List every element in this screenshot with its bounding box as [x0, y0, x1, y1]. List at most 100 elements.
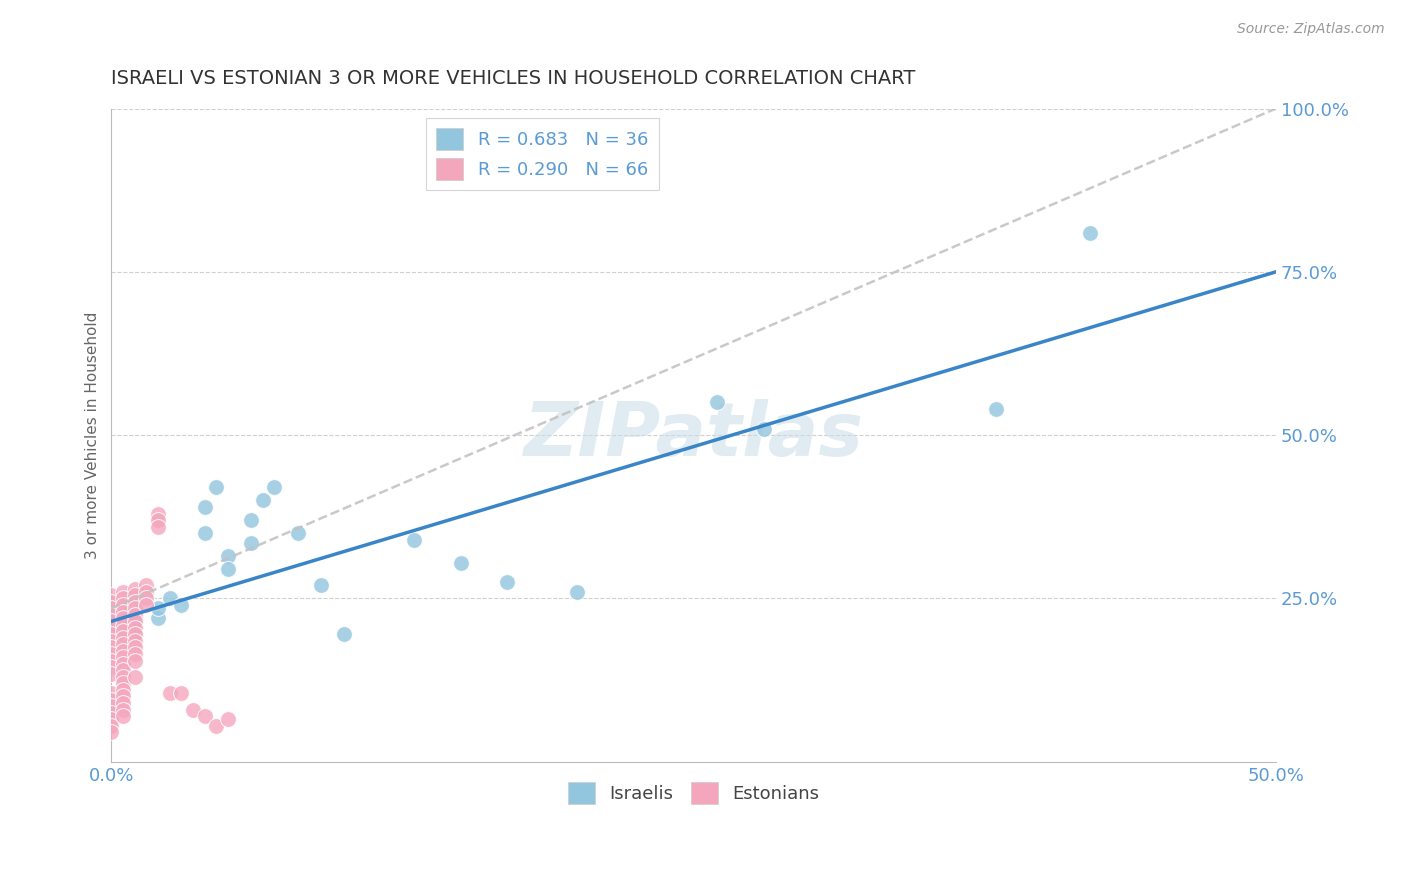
- Point: [112, 611, 135, 625]
- Point: [124, 627, 146, 641]
- Point: [112, 591, 135, 606]
- Point: [112, 670, 135, 684]
- Point: [146, 611, 169, 625]
- Point: [309, 578, 332, 592]
- Point: [118, 609, 141, 624]
- Point: [450, 556, 472, 570]
- Point: [135, 598, 157, 612]
- Point: [124, 670, 146, 684]
- Point: [112, 676, 135, 690]
- Point: [100, 615, 122, 629]
- Point: [124, 582, 146, 596]
- Point: [252, 493, 274, 508]
- Point: [124, 595, 146, 609]
- Point: [706, 395, 728, 409]
- Point: [100, 640, 122, 655]
- Point: [1078, 226, 1101, 240]
- Point: [112, 650, 135, 665]
- Point: [112, 682, 135, 697]
- Point: [146, 519, 169, 533]
- Point: [100, 692, 122, 706]
- Point: [112, 709, 135, 723]
- Point: [159, 686, 181, 700]
- Point: [124, 634, 146, 648]
- Y-axis label: 3 or more Vehicles in Household: 3 or more Vehicles in Household: [86, 311, 100, 558]
- Point: [107, 625, 129, 640]
- Point: [112, 663, 135, 677]
- Point: [496, 575, 519, 590]
- Point: [217, 712, 239, 726]
- Point: [100, 712, 122, 726]
- Point: [194, 526, 217, 541]
- Point: [135, 591, 157, 606]
- Point: [146, 601, 169, 615]
- Point: [100, 699, 122, 714]
- Point: [112, 627, 135, 641]
- Point: [112, 690, 135, 704]
- Legend: Israelis, Estonians: Israelis, Estonians: [561, 775, 827, 812]
- Text: ISRAELI VS ESTONIAN 3 OR MORE VEHICLES IN HOUSEHOLD CORRELATION CHART: ISRAELI VS ESTONIAN 3 OR MORE VEHICLES I…: [111, 69, 915, 87]
- Point: [100, 653, 122, 667]
- Point: [117, 619, 139, 633]
- Point: [103, 615, 125, 629]
- Point: [217, 549, 239, 563]
- Point: [333, 627, 356, 641]
- Point: [181, 702, 204, 716]
- Point: [100, 666, 122, 681]
- Text: ZIPatlas: ZIPatlas: [523, 399, 863, 472]
- Point: [124, 607, 146, 622]
- Point: [100, 595, 122, 609]
- Point: [205, 719, 228, 733]
- Point: [112, 605, 135, 619]
- Point: [135, 578, 157, 592]
- Point: [112, 585, 135, 599]
- Point: [100, 647, 122, 661]
- Point: [112, 696, 135, 710]
- Point: [100, 607, 122, 622]
- Point: [124, 647, 146, 661]
- Point: [112, 657, 135, 671]
- Point: [112, 624, 135, 639]
- Point: [100, 601, 122, 615]
- Point: [100, 621, 122, 635]
- Point: [110, 617, 132, 632]
- Point: [170, 598, 193, 612]
- Point: [124, 653, 146, 667]
- Point: [100, 686, 122, 700]
- Point: [567, 585, 589, 599]
- Point: [100, 719, 122, 733]
- Point: [194, 500, 217, 514]
- Point: [124, 615, 146, 629]
- Point: [112, 637, 135, 651]
- Point: [205, 480, 228, 494]
- Point: [100, 660, 122, 674]
- Point: [105, 621, 128, 635]
- Point: [240, 536, 263, 550]
- Point: [170, 686, 193, 700]
- Point: [287, 526, 309, 541]
- Point: [752, 422, 775, 436]
- Point: [112, 644, 135, 658]
- Point: [112, 702, 135, 716]
- Point: [159, 591, 181, 606]
- Text: Source: ZipAtlas.com: Source: ZipAtlas.com: [1237, 22, 1385, 37]
- Point: [146, 513, 169, 527]
- Point: [100, 634, 122, 648]
- Point: [146, 507, 169, 521]
- Point: [112, 617, 135, 632]
- Point: [100, 706, 122, 720]
- Point: [240, 513, 263, 527]
- Point: [986, 402, 1008, 417]
- Point: [114, 615, 136, 629]
- Point: [124, 627, 146, 641]
- Point: [124, 621, 146, 635]
- Point: [124, 615, 146, 629]
- Point: [100, 588, 122, 602]
- Point: [217, 562, 239, 576]
- Point: [404, 533, 426, 547]
- Point: [194, 709, 217, 723]
- Point: [107, 611, 129, 625]
- Point: [112, 598, 135, 612]
- Point: [263, 480, 285, 494]
- Point: [124, 601, 146, 615]
